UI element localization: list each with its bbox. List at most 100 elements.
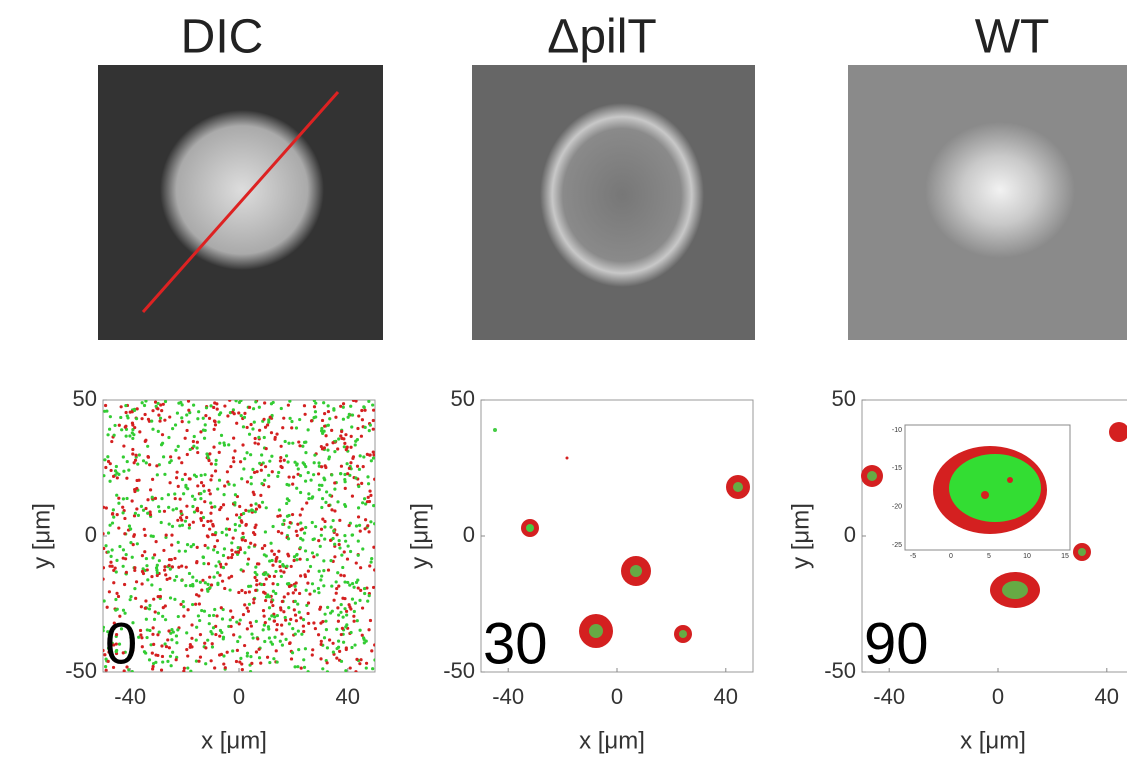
dot [181,403,184,406]
dot [221,617,224,620]
dot [144,607,147,610]
dot [252,531,255,534]
dot [136,463,139,466]
dot [161,655,164,658]
dot [184,437,187,440]
y-tick-label: 50 [73,386,97,411]
dot [286,460,289,463]
dot [163,473,166,476]
dot [250,624,253,627]
dot [292,476,295,479]
dot [295,558,298,561]
dot [223,484,226,487]
dot [351,413,354,416]
dot [299,574,302,577]
dot [133,566,136,569]
dot [152,643,155,646]
dot [214,531,217,534]
dot [247,610,250,613]
dot [368,564,371,567]
dot [347,544,350,547]
panel-title: DIC [181,11,264,64]
dot [212,446,215,449]
dot [263,544,266,547]
dot [333,509,336,512]
dot [196,441,199,444]
dot [113,424,116,427]
dot [149,488,152,491]
dot [275,649,278,652]
dot [202,429,205,432]
x-tick-label: -40 [114,684,146,709]
dot [340,603,343,606]
dot [206,590,209,593]
dot [366,600,369,603]
dot [131,437,134,440]
dot [262,609,265,612]
dot [231,649,234,652]
dot [208,452,211,455]
dot [196,546,199,549]
dot [277,550,280,553]
dot [355,524,358,527]
dot [337,585,340,588]
dot [369,494,372,497]
dot [124,425,127,428]
dot [210,474,213,477]
dot [175,634,178,637]
dot [279,640,282,643]
dot [220,434,223,437]
dot [234,523,237,526]
dot [152,598,155,601]
dot [250,662,253,665]
inset-x-tick-label: 10 [1023,553,1031,560]
dot [168,646,171,649]
dot [125,497,128,500]
dot [119,416,122,419]
dot [326,661,329,664]
dot [213,608,216,611]
dot [169,481,172,484]
dot [270,549,273,552]
dot [312,416,315,419]
dot [143,404,146,407]
dot [288,475,291,478]
dot [146,578,149,581]
dot [137,514,140,517]
dot [291,513,294,516]
dot [318,608,321,611]
dot [174,423,177,426]
dot [177,541,180,544]
dot [294,665,297,668]
dot [369,424,372,427]
dot [204,581,207,584]
dot [271,470,274,473]
dot [238,635,241,638]
dot [336,606,339,609]
dot [337,640,340,643]
dot [239,618,242,621]
dot [216,408,219,411]
dot [348,413,351,416]
dot [196,451,199,454]
dot [324,434,327,437]
dot [306,558,309,561]
dot [335,580,338,583]
dot [320,640,323,643]
dot [160,409,163,412]
dot [245,451,248,454]
dot [299,558,302,561]
dot [277,471,280,474]
dot [242,467,245,470]
dot [231,553,234,556]
dot [231,616,234,619]
dot [303,404,306,407]
dot [225,533,228,536]
dot [150,575,153,578]
dot [367,482,370,485]
dot [258,648,261,651]
inset-x-tick-label: 15 [1061,553,1069,560]
dot [164,618,167,621]
dot [104,466,107,469]
dot [202,562,205,565]
